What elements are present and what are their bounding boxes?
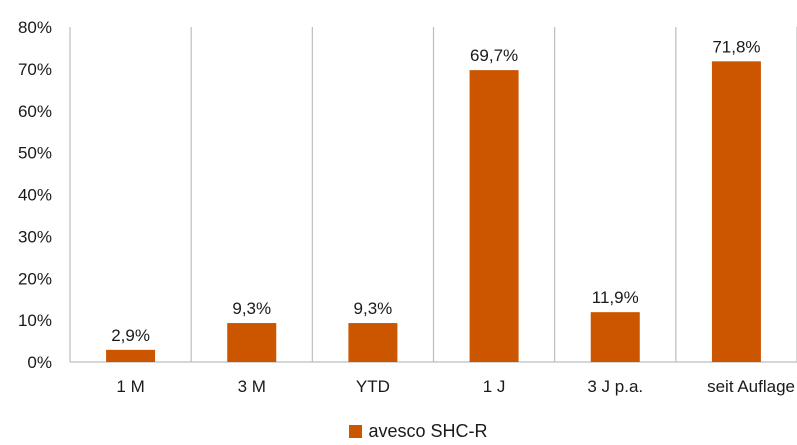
y-tick-label: 60% xyxy=(18,102,52,121)
y-tick-label: 0% xyxy=(27,353,52,372)
y-tick-label: 10% xyxy=(18,311,52,330)
bar xyxy=(590,312,640,362)
y-tick-label: 50% xyxy=(18,144,52,163)
legend: avesco SHC-R xyxy=(0,418,797,444)
category-label: YTD xyxy=(356,377,390,396)
bar xyxy=(106,349,156,362)
bar xyxy=(469,70,519,362)
y-tick-label: 80% xyxy=(18,18,52,37)
category-label: seit Auflage xyxy=(707,377,795,396)
category-label: 1 J xyxy=(483,377,506,396)
bar-series xyxy=(106,61,761,363)
category-label: 3 M xyxy=(238,377,266,396)
data-label: 71,8% xyxy=(712,37,760,56)
bar xyxy=(227,323,277,362)
y-tick-label: 40% xyxy=(18,186,52,205)
data-label: 9,3% xyxy=(232,299,271,318)
data-label: 11,9% xyxy=(592,288,639,307)
data-label: 9,3% xyxy=(354,299,393,318)
legend-swatch xyxy=(349,424,363,438)
legend-label: avesco SHC-R xyxy=(368,420,488,441)
category-gridlines xyxy=(69,27,797,362)
y-tick-label: 70% xyxy=(18,60,52,79)
bar-chart: 0% 10% 20% 30% 40% 50% 60% 70% 80% 2,9% 9,3% 9,3% 6… xyxy=(18,18,797,396)
category-labels: 1 M 3 M YTD 1 J 3 J p.a. seit Auflage xyxy=(116,377,795,396)
bar xyxy=(711,61,761,363)
y-axis-ticks: 0% 10% 20% 30% 40% 50% 60% 70% 80% xyxy=(18,18,52,372)
y-tick-label: 20% xyxy=(18,269,52,288)
category-label: 3 J p.a. xyxy=(587,377,643,396)
category-label: 1 M xyxy=(116,377,144,396)
data-label: 2,9% xyxy=(111,326,150,345)
y-tick-label: 30% xyxy=(18,227,52,246)
bar xyxy=(348,323,398,362)
data-labels: 2,9% 9,3% 9,3% 69,7% 11,9% 71,8% xyxy=(111,37,760,345)
data-label: 69,7% xyxy=(470,46,518,65)
